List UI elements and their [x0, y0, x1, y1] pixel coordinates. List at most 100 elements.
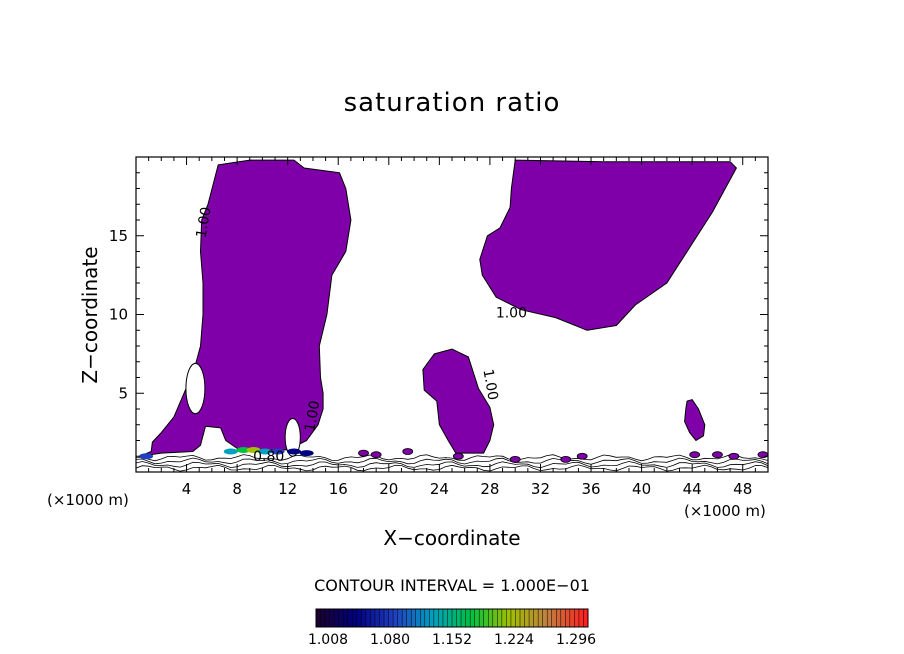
surface-contour-1	[136, 461, 768, 469]
colorbar-swatch	[397, 609, 403, 627]
colorbar-swatch	[338, 609, 344, 627]
x-tick-label: 8	[232, 480, 242, 498]
colorbar-swatch	[551, 609, 557, 627]
x-tick-label: 28	[480, 480, 499, 498]
saturation-spot-4	[270, 448, 285, 455]
colorbar-swatch	[452, 609, 457, 627]
contour-label-1: 1.00	[496, 306, 527, 322]
colorbar-swatch	[547, 609, 553, 627]
contour-interval-text: CONTOUR INTERVAL = 1.000E−01	[314, 576, 590, 595]
colorbar-swatch	[388, 609, 394, 627]
contour-label-0: 1.00	[194, 206, 215, 239]
colorbar-swatch	[533, 609, 539, 627]
y-tick-label: 10	[109, 306, 128, 324]
colorbar-swatch	[424, 609, 430, 627]
colorbar-frame	[315, 608, 589, 628]
filled-region-middle-cloud	[422, 348, 495, 454]
colorbar-swatch	[334, 609, 339, 627]
y-axis-label: Z−coordinate	[78, 246, 102, 384]
colorbar-swatch	[501, 609, 507, 627]
colorbar-tick-label: 1.008	[307, 632, 349, 648]
x-tick-label: 16	[329, 480, 348, 498]
surface-contour-2	[136, 457, 768, 465]
colorbar-swatch	[442, 609, 448, 627]
saturation-spot-7	[299, 450, 314, 457]
x-unit-label-left: (×1000 m)	[47, 491, 129, 509]
colorbar-swatch	[461, 609, 466, 627]
x-tick-label: 4	[182, 480, 192, 498]
surface-contour-0	[136, 464, 768, 472]
colorbar	[315, 608, 589, 628]
colorbar-swatch	[320, 609, 326, 627]
filled-region-right-cloud	[479, 159, 737, 331]
contour-label-3: 1.00	[302, 399, 323, 432]
colorbar-swatch	[465, 609, 471, 627]
x-tick-label: 24	[430, 480, 449, 498]
colorbar-tick-label: 1.224	[493, 632, 535, 648]
small-blob-1	[370, 451, 382, 459]
colorbar-swatch	[438, 609, 444, 627]
colorbar-swatch	[542, 609, 548, 627]
colorbar-swatch	[520, 609, 525, 627]
y-tick-label: 5	[118, 384, 128, 402]
small-blob-5	[560, 455, 572, 463]
colorbar-tick-label: 1.152	[431, 632, 473, 648]
colorbar-swatch	[316, 609, 321, 627]
colorbar-swatch	[365, 609, 371, 627]
saturation-spot-6	[139, 453, 154, 460]
x-tick-label: 12	[278, 480, 297, 498]
colorbar-swatch	[379, 609, 385, 627]
x-tick-label: 32	[531, 480, 550, 498]
colorbar-tick-label: 1.080	[369, 632, 411, 648]
colorbar-swatch	[406, 609, 412, 627]
colorbar-swatch	[329, 609, 335, 627]
surface-contour-3	[136, 454, 768, 462]
small-blob-8	[712, 451, 723, 459]
small-blob-3	[452, 452, 464, 460]
small-blob-6	[576, 452, 588, 460]
colorbar-swatch	[479, 609, 485, 627]
saturation-spot-3	[257, 448, 272, 455]
colorbar-swatch	[374, 609, 380, 627]
colorbar-swatch	[343, 609, 349, 627]
colorbar-swatch	[361, 609, 367, 627]
colorbar-swatch	[402, 609, 407, 627]
colorbar-swatch	[456, 609, 462, 627]
saturation-spot-1	[236, 446, 251, 453]
contour-labels: 1.00 1.00 1.00 1.00 0.80	[194, 206, 527, 465]
colorbar-swatch	[492, 609, 498, 627]
chart-title: saturation ratio	[343, 88, 561, 118]
colorbar-swatch	[356, 609, 362, 627]
saturation-spot-5	[287, 448, 301, 455]
colorbar-swatch	[474, 609, 480, 627]
x-tick-label: 20	[379, 480, 398, 498]
colorbar-swatch	[578, 609, 584, 627]
y-tick-label: 15	[109, 227, 128, 245]
colorbar-swatch	[556, 609, 562, 627]
colorbar-swatch	[470, 609, 475, 627]
colorbar-swatch	[583, 609, 589, 627]
saturation-spot-0	[223, 448, 238, 455]
colorbar-swatch	[510, 609, 516, 627]
colorbar-swatch	[488, 609, 494, 627]
colorbar-swatch	[347, 609, 353, 627]
filled-region-small-cloud-right	[684, 399, 706, 441]
surface-contours	[136, 446, 768, 472]
colorbar-swatch	[569, 609, 575, 627]
colorbar-swatch	[524, 609, 530, 627]
colorbar-swatch	[447, 609, 453, 627]
x-tick-label: 48	[733, 480, 752, 498]
colorbar-swatch	[352, 609, 358, 627]
colorbar-swatch	[497, 609, 503, 627]
small-blob-7	[689, 451, 701, 459]
colorbar-swatch	[560, 609, 566, 627]
contour-label-2: 1.00	[479, 368, 500, 401]
colorbar-swatch	[384, 609, 389, 627]
colorbar-swatch	[483, 609, 489, 627]
x-unit-label-right: (×1000 m)	[684, 502, 766, 520]
colorbar-swatch	[506, 609, 512, 627]
x-axis-label: X−coordinate	[383, 526, 521, 550]
cloud-hole-0	[185, 362, 206, 415]
